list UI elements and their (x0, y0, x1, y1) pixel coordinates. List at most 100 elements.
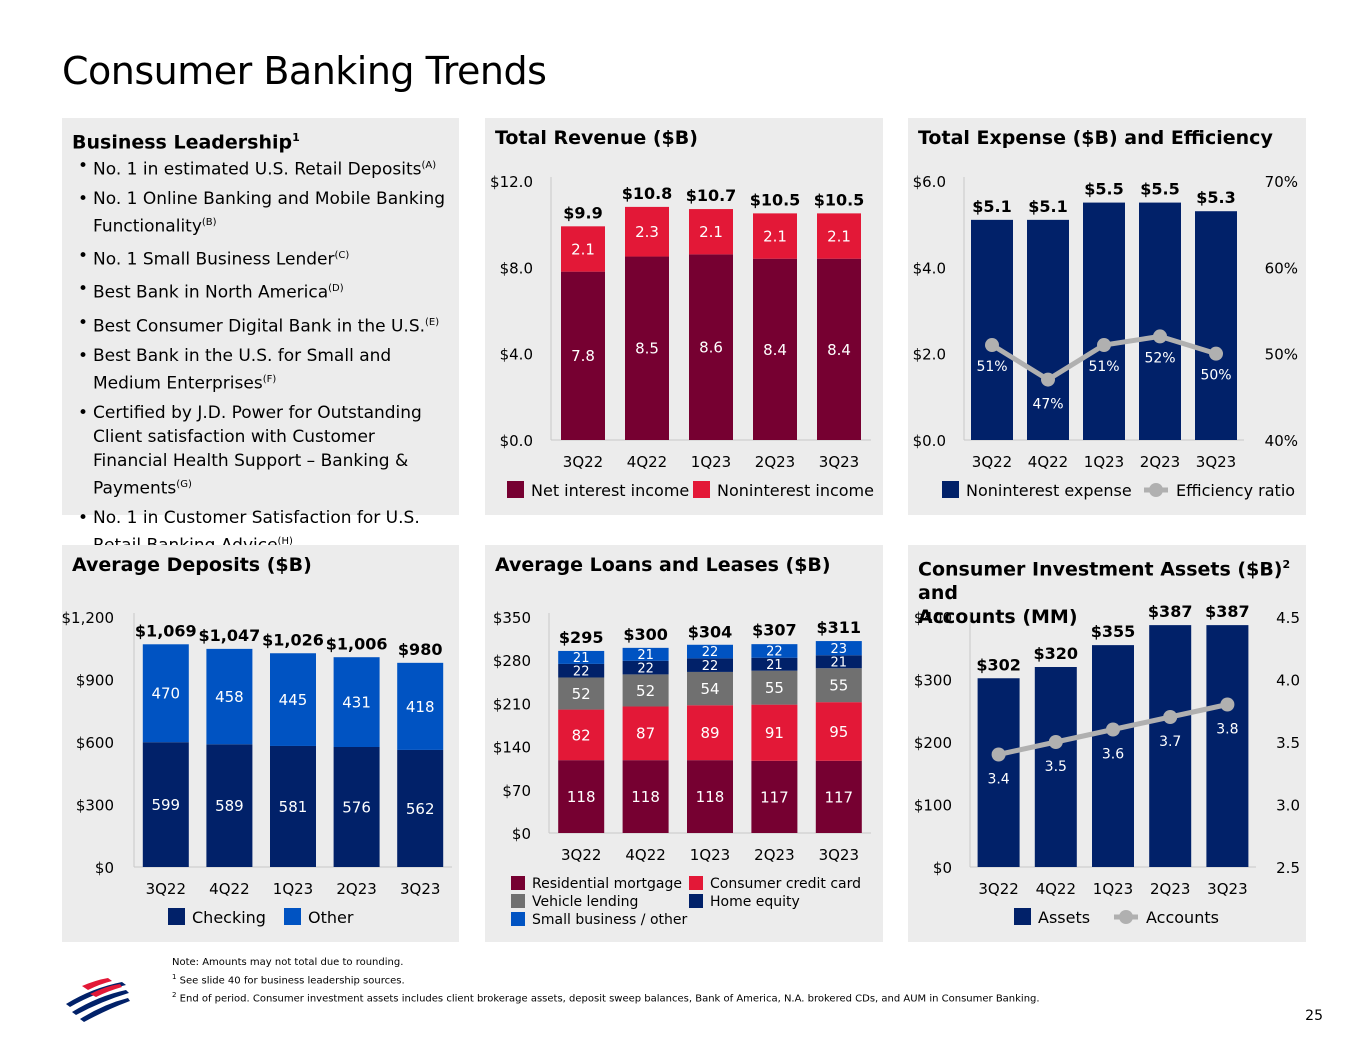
data-label: 118 (567, 788, 596, 806)
total-revenue-panel: Total Revenue ($B) $0.0 $4.0 $8.0 $12.0 7.8 2… (485, 118, 883, 515)
data-label: 21 (573, 651, 590, 666)
legend-swatch (689, 894, 703, 908)
data-label: 599 (151, 796, 180, 814)
line-point (1048, 735, 1063, 749)
x-tick-label: 4Q22 (627, 453, 667, 471)
data-label: 117 (824, 788, 853, 806)
business-leadership-title-text: Business Leadership (72, 131, 293, 154)
total-label: $311 (817, 618, 862, 637)
bar-checking (270, 745, 316, 867)
legend-swatch (511, 894, 525, 908)
bar-other (142, 644, 189, 743)
legend-label: Accounts (1146, 908, 1219, 927)
total-label: $9.9 (563, 203, 602, 222)
y-tick-label: $100 (914, 797, 952, 815)
data-label: 2.1 (699, 223, 723, 241)
bar-noninterest-expense (1027, 219, 1069, 440)
x-tick-label: 4Q22 (1036, 880, 1076, 898)
legend-swatch (168, 908, 185, 925)
data-label: 118 (631, 788, 660, 806)
footnote-2-text: End of period. Consumer investment asset… (179, 993, 1040, 1005)
bar-consumer-credit-card (687, 705, 733, 761)
footnote-note: Note: Amounts may not total due to round… (172, 957, 404, 968)
data-label: $5.5 (1140, 180, 1179, 199)
data-label: 87 (636, 725, 655, 743)
data-label: 21 (831, 655, 848, 670)
y-tick-label: $140 (493, 739, 531, 757)
x-tick-label: 3Q23 (1196, 453, 1236, 471)
y2-tick-label: 50% (1265, 346, 1298, 364)
total-label: $1,069 (135, 621, 197, 640)
bar-other (206, 648, 253, 745)
bar-net-interest-income (817, 258, 861, 440)
bar-residential-mortgage (751, 760, 798, 833)
y2-tick-label: 3.0 (1276, 797, 1300, 815)
total-label: $307 (752, 621, 797, 640)
footnote-2: 2 End of period. Consumer investment ass… (172, 988, 1040, 1006)
bar-checking (397, 749, 444, 867)
bar-assets (1206, 625, 1249, 867)
page-title: Consumer Banking Trends (62, 49, 547, 93)
data-label: 55 (765, 679, 784, 697)
legend-label: Home equity (710, 894, 800, 910)
x-tick-label: 2Q23 (754, 846, 794, 864)
data-label: 22 (573, 664, 590, 679)
total-expense-chart: $0.0 $2.0 $4.0 $6.0 40% 50% 60% 70% $5.1 3Q22 $5.1… (913, 173, 1298, 500)
x-tick-label: 3Q23 (400, 880, 440, 898)
data-label: 8.4 (827, 341, 851, 359)
data-label: $5.3 (1196, 188, 1235, 207)
line-point (985, 338, 999, 353)
x-tick-label: 3Q22 (561, 846, 601, 864)
data-label: 22 (637, 661, 654, 676)
bar-net-interest-income (625, 256, 669, 440)
y2-tick-label: 60% (1265, 259, 1298, 277)
investment-title-line2: Accounts (MM) (918, 606, 1078, 629)
x-tick-label: 4Q22 (1028, 453, 1068, 471)
investment-title-suffix: and (918, 582, 958, 605)
bar-noninterest-income (753, 213, 797, 259)
list-item: Best Bank in North America(D) (72, 277, 449, 305)
bar-small-business-other (751, 644, 798, 658)
line-point (1220, 697, 1235, 712)
business-leadership-panel: Business Leadership1 No. 1 in estimated … (62, 118, 459, 556)
list-item-text: Best Consumer Digital Bank in the U.S. (93, 316, 426, 337)
legend-label: Assets (1038, 908, 1090, 927)
bar-vehicle-lending (751, 670, 798, 705)
bar-noninterest-income (561, 226, 605, 272)
bar-net-interest-income (561, 271, 605, 440)
average-deposits-title: Average Deposits ($B) (72, 554, 312, 576)
legend-label: Net interest income (531, 481, 689, 500)
business-leadership-title-sup: 1 (292, 131, 300, 144)
legend-swatch (1014, 908, 1031, 925)
y-tick-label: $900 (76, 672, 114, 690)
data-label: $5.5 (1084, 180, 1123, 199)
data-label: 52 (572, 685, 591, 703)
legend-swatch (511, 876, 525, 890)
list-item-text: Best Bank in North America (93, 283, 329, 304)
x-tick-label: 3Q23 (819, 846, 859, 864)
data-label: 91 (765, 724, 784, 742)
total-expense-title: Total Expense ($B) and Efficiency (918, 127, 1273, 149)
y-tick-label: $8.0 (500, 259, 533, 277)
y-tick-label: $0.0 (500, 432, 533, 450)
data-label: 2.3 (635, 223, 659, 241)
bar-noninterest-income (625, 206, 669, 257)
data-label: 54 (700, 680, 719, 698)
x-tick-label: 1Q23 (273, 880, 313, 898)
data-label: 23 (831, 642, 848, 657)
y2-tick-label: 4.0 (1276, 672, 1300, 690)
data-label: $387 (1148, 602, 1193, 621)
y-tick-label: $12.0 (490, 173, 533, 191)
bar-net-interest-income (753, 258, 797, 440)
bar-residential-mortgage (622, 760, 669, 833)
data-label: 89 (700, 724, 719, 742)
bar-residential-mortgage (815, 760, 862, 833)
legend-label: Efficiency ratio (1176, 481, 1295, 500)
y-tick-label: $4.0 (913, 259, 946, 277)
y-tick-label: $0.0 (913, 432, 946, 450)
y-tick-label: $300 (76, 797, 114, 815)
x-tick-label: 3Q22 (146, 880, 186, 898)
list-item-text: No. 1 Small Business Lender (93, 249, 335, 270)
y-tick-label: $70 (502, 782, 531, 800)
line-label: 51% (976, 359, 1007, 375)
